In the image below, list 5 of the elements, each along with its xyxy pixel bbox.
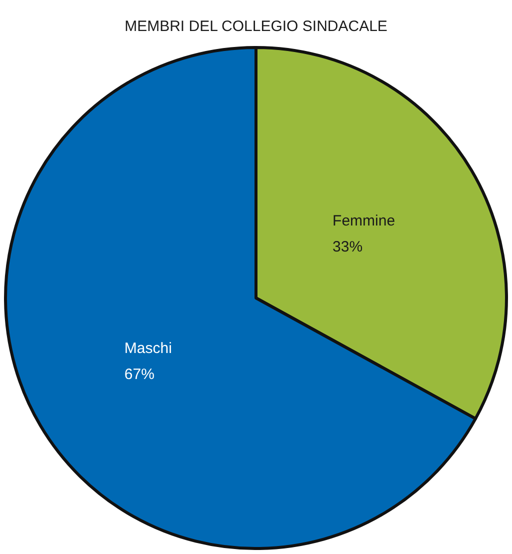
data-label: 67% <box>124 366 154 383</box>
data-label: 33% <box>332 238 363 256</box>
slice-label: Maschi <box>124 340 172 357</box>
chart-title: MEMBRI DEL COLLEGIO SINDACALE <box>124 18 388 36</box>
slice-label: Femmine <box>332 212 396 230</box>
